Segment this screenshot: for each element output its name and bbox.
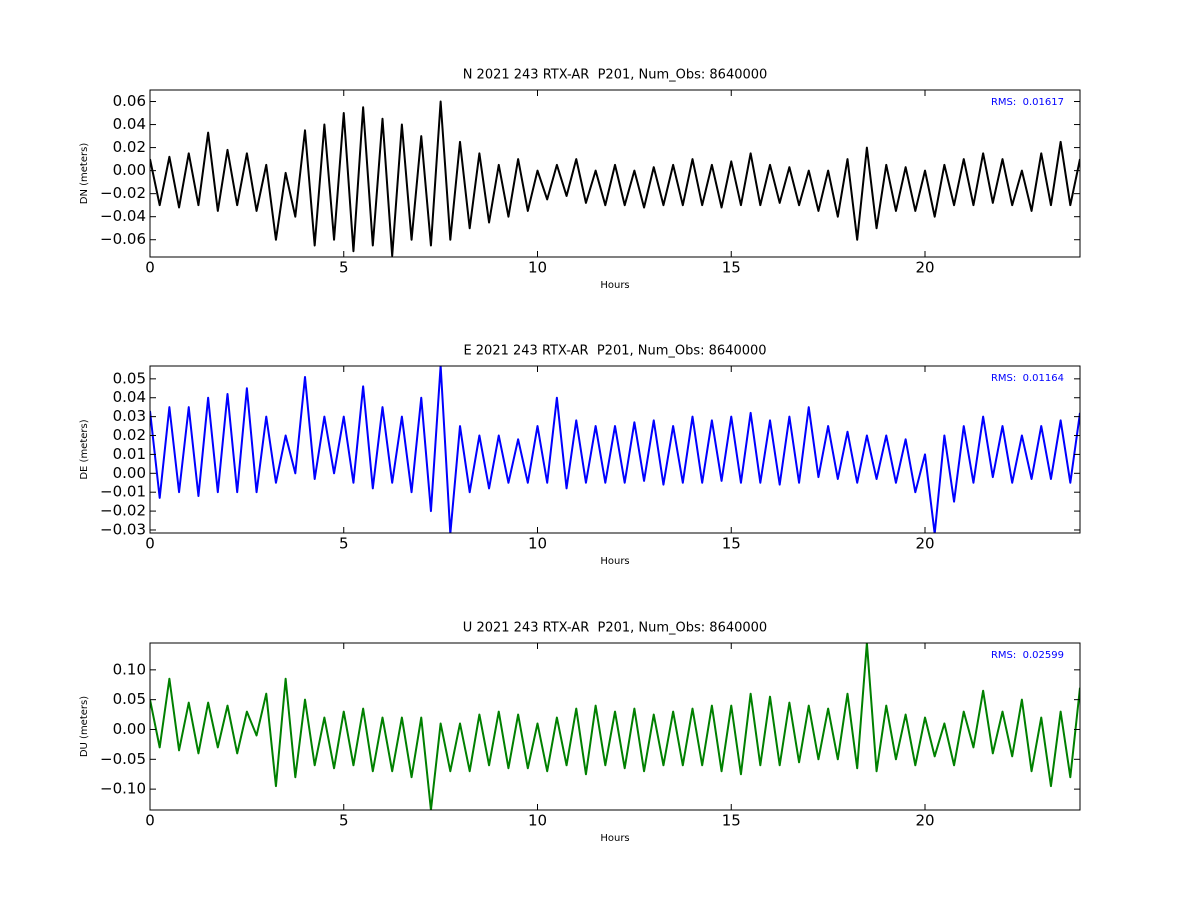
x-tick-label: 20 (915, 259, 934, 277)
y-tick-label: 0.04 (113, 388, 146, 406)
x-tick-label: 5 (339, 259, 349, 277)
y-axis-label: DE (meters) (79, 419, 90, 479)
x-tick-label: 5 (339, 812, 349, 830)
x-tick-label: 20 (915, 535, 934, 553)
y-tick-label: −0.03 (100, 520, 146, 538)
x-tick-label: 10 (528, 535, 547, 553)
y-tick-label: 0.05 (113, 369, 146, 387)
y-tick-label: 0.00 (113, 161, 146, 179)
y-tick-label: 0.02 (113, 138, 146, 156)
y-tick-label: −0.06 (100, 230, 146, 248)
y-tick-label: −0.02 (100, 184, 146, 202)
y-tick-label: 0.00 (113, 464, 146, 482)
y-tick-label: 0.06 (113, 92, 146, 110)
y-axis-label: DN (meters) (79, 143, 90, 205)
y-tick-label: −0.05 (100, 750, 146, 768)
subplot: 0 5 10 15 20 0.06 0.04 0.02 0.00 −0.02 −0.04 −0.06 N… (79, 68, 1081, 291)
y-axis-label: DU (meters) (79, 696, 90, 757)
data-line (150, 100, 1080, 257)
x-tick-label: 0 (145, 535, 155, 553)
subplot-title: N 2021 243 RTX-AR P201, Num_Obs: 8640000 (463, 68, 768, 83)
subplot: 0 5 10 15 200.050.040.030.020.010.00−0.01−0.… (79, 344, 1081, 567)
y-tick-label: −0.04 (100, 207, 146, 225)
rms-annotation: RMS: 0.01164 (991, 373, 1064, 384)
y-tick-label: −0.02 (100, 502, 146, 520)
x-tick-label: 15 (722, 812, 741, 830)
y-tick-label: −0.01 (100, 483, 146, 501)
rms-annotation: RMS: 0.01617 (991, 97, 1064, 108)
axes-frame (149, 642, 1081, 811)
y-tick-label: 0.02 (113, 426, 146, 444)
x-tick-label: 10 (528, 259, 547, 277)
y-tick-label: 0.04 (113, 115, 146, 133)
x-axis-label: Hours (600, 556, 629, 567)
axes-frame (149, 365, 1081, 534)
x-tick-label: 15 (722, 535, 741, 553)
rms-annotation: RMS: 0.02599 (991, 650, 1064, 661)
y-tick-label: 0.10 (113, 660, 146, 678)
data-line (150, 643, 1080, 810)
data-line (150, 366, 1080, 533)
subplot-title: U 2021 243 RTX-AR P201, Num_Obs: 8640000 (463, 621, 767, 636)
x-tick-label: 20 (915, 812, 934, 830)
x-tick-label: 5 (339, 535, 349, 553)
y-tick-label: 0.00 (113, 720, 146, 738)
x-tick-label: 10 (528, 812, 547, 830)
y-tick-label: 0.03 (113, 407, 146, 425)
x-tick-label: 0 (145, 259, 155, 277)
x-tick-label: 15 (722, 259, 741, 277)
y-tick-label: 0.05 (113, 690, 146, 708)
subplot: 0 5 10 15 20 0.10 0.05 0.00 −0.05 −0.10 U 2021 243… (79, 621, 1081, 844)
axes-frame (149, 89, 1081, 258)
x-axis-label: Hours (600, 280, 629, 291)
y-tick-label: 0.01 (113, 445, 146, 463)
subplot-title: E 2021 243 RTX-AR P201, Num_Obs: 8640000 (463, 344, 766, 359)
y-tick-label: −0.10 (100, 780, 146, 798)
x-tick-label: 0 (145, 812, 155, 830)
x-axis-label: Hours (600, 833, 629, 844)
